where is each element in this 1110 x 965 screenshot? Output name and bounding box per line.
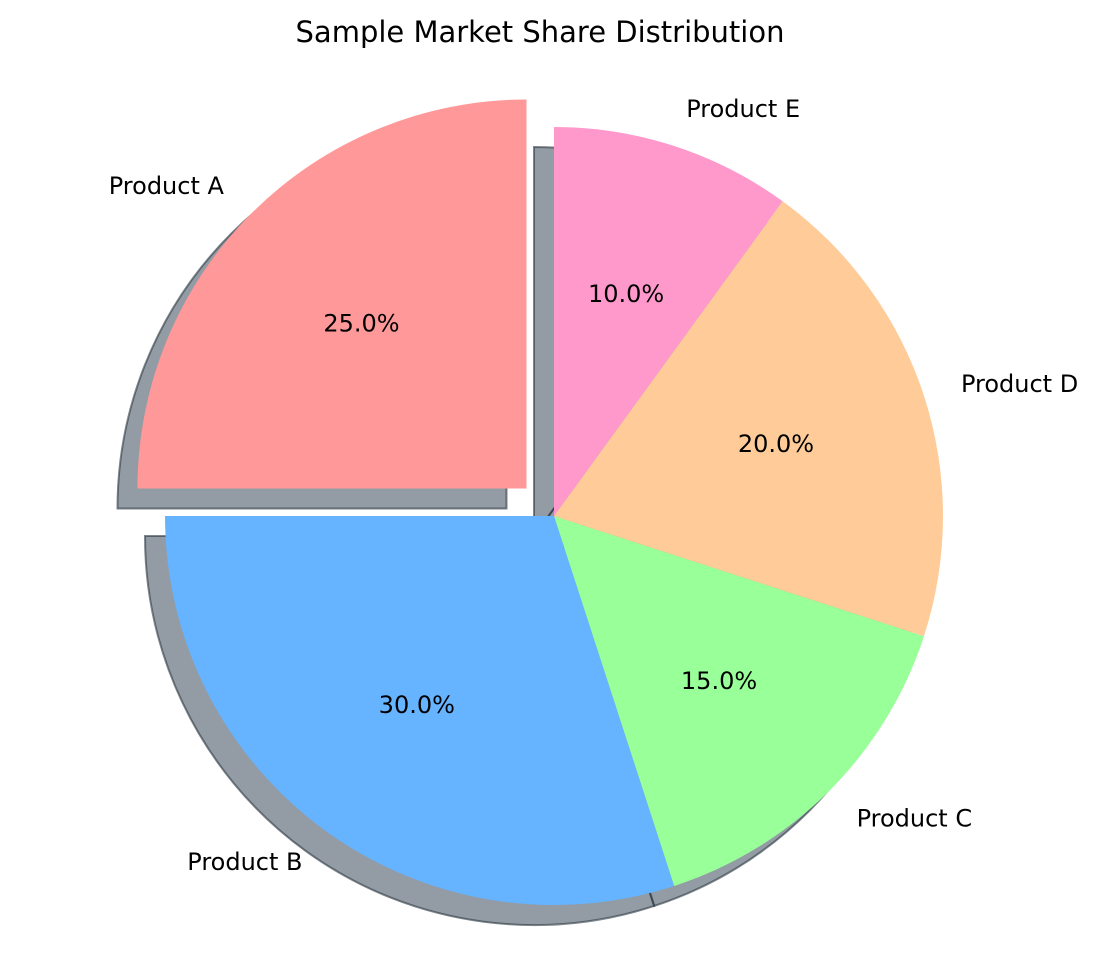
- slice-product-a: [137, 99, 527, 489]
- category-label-product-d: Product D: [961, 370, 1078, 398]
- percentage-label-product-c: 15.0%: [681, 667, 757, 695]
- percentage-label-product-b: 30.0%: [379, 691, 455, 719]
- percentage-label-product-d: 20.0%: [738, 430, 814, 458]
- slice-product-e: [554, 127, 783, 516]
- category-label-product-e: Product E: [686, 95, 800, 123]
- category-label-product-b: Product B: [187, 848, 302, 876]
- slice-product-b: [165, 516, 675, 905]
- pie-slices: [137, 99, 944, 905]
- percentage-label-product-a: 25.0%: [323, 309, 399, 337]
- chart-title: Sample Market Share Distribution: [296, 15, 785, 49]
- category-label-product-a: Product A: [109, 172, 225, 200]
- category-labels: Product A Product B Product C Product D Prod…: [109, 95, 1078, 876]
- category-label-product-c: Product C: [857, 805, 973, 833]
- percentage-labels: 25.0% 30.0% 15.0% 20.0% 10.0%: [323, 280, 814, 719]
- slice-product-d: [554, 201, 944, 637]
- slice-product-c: [554, 516, 924, 886]
- percentage-label-product-e: 10.0%: [588, 280, 664, 308]
